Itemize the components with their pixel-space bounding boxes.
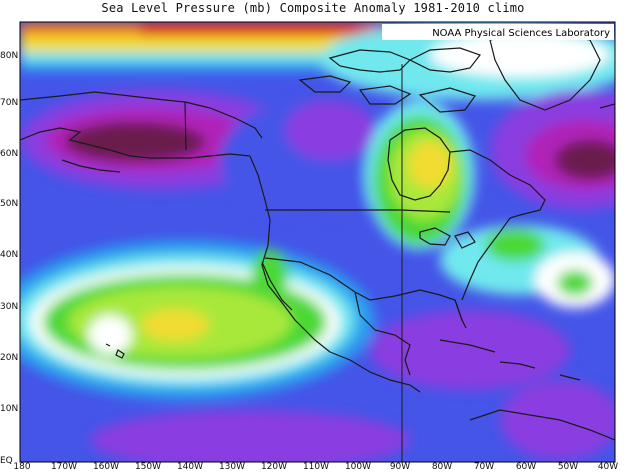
coastlines xyxy=(20,31,615,462)
lon-label: 180 xyxy=(13,462,31,472)
lon-label: 160W xyxy=(92,462,120,472)
lon-label: 90W xyxy=(389,462,411,472)
lat-label: 30N xyxy=(0,302,19,312)
lon-label: 110W xyxy=(302,462,330,472)
lat-label: 70N xyxy=(0,98,19,108)
lat-label: 60N xyxy=(0,149,19,159)
lon-label: 170W xyxy=(50,462,78,472)
credit-label: NOAA Physical Sciences Laboratory xyxy=(428,27,614,40)
lon-label: 70W xyxy=(473,462,495,472)
lon-label: 60W xyxy=(515,462,537,472)
lat-label: EQ xyxy=(0,456,13,466)
lat-label: 40N xyxy=(0,250,19,260)
lon-label: 140W xyxy=(176,462,204,472)
lat-label: 50N xyxy=(0,199,19,209)
lat-label: 20N xyxy=(0,353,19,363)
lon-label: 120W xyxy=(260,462,288,472)
lon-label: 100W xyxy=(344,462,372,472)
lat-label: 80N xyxy=(0,51,19,61)
lon-label: 130W xyxy=(218,462,246,472)
lon-label: 50W xyxy=(557,462,579,472)
lat-label: 10N xyxy=(0,404,19,414)
lon-label: 40W xyxy=(597,462,619,472)
lon-label: 80W xyxy=(431,462,453,472)
lon-label: 150W xyxy=(134,462,162,472)
plot-frame xyxy=(19,21,616,463)
map-title: Sea Level Pressure (mb) Composite Anomal… xyxy=(101,1,525,15)
